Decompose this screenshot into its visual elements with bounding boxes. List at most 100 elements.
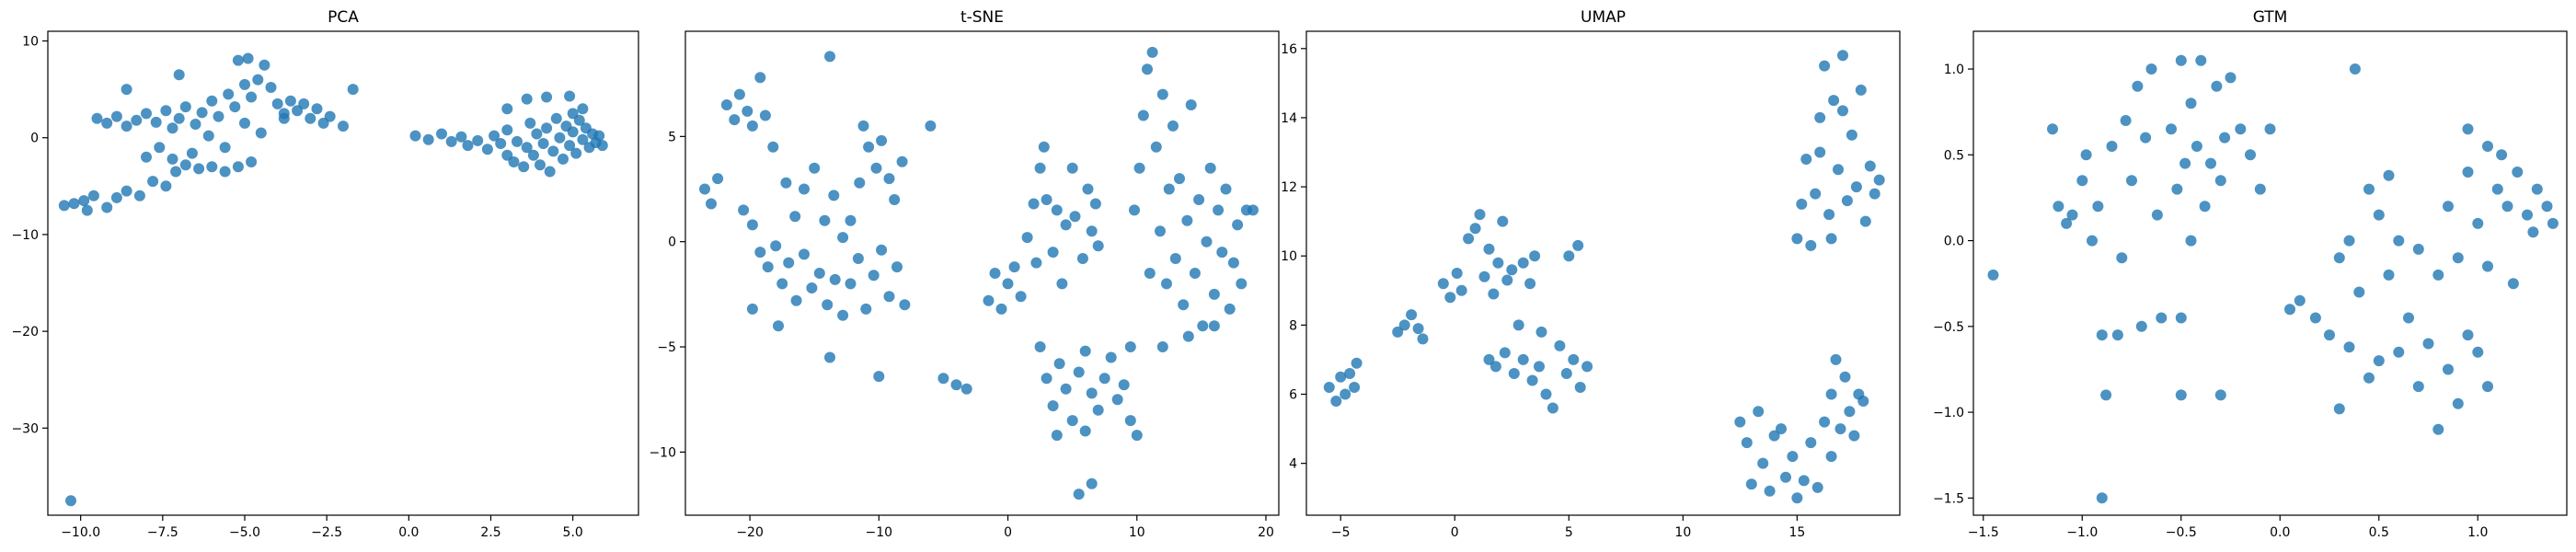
data-point xyxy=(1079,345,1091,357)
data-point xyxy=(1492,257,1504,269)
data-point xyxy=(489,130,500,142)
data-point xyxy=(501,124,513,136)
data-point xyxy=(1857,396,1869,407)
data-point xyxy=(780,177,792,189)
data-point xyxy=(1335,371,1347,383)
x-tick-label: 15 xyxy=(1788,525,1805,540)
data-point xyxy=(445,135,457,147)
data-point xyxy=(1437,278,1449,290)
data-point xyxy=(213,110,224,122)
data-point xyxy=(537,138,549,149)
x-tick-label: 5 xyxy=(1565,525,1573,540)
data-point xyxy=(1572,239,1584,251)
data-point xyxy=(246,156,258,167)
data-point xyxy=(742,105,753,117)
chart-title: t-SNE xyxy=(960,8,1004,27)
data-point xyxy=(255,127,267,139)
data-point xyxy=(347,84,359,96)
y-tick-label: −10 xyxy=(649,445,676,460)
data-point xyxy=(1819,416,1831,428)
data-point xyxy=(746,219,758,231)
data-point xyxy=(133,190,145,201)
y-tick-label: 6 xyxy=(1289,388,1297,403)
data-point xyxy=(1529,250,1541,262)
data-point xyxy=(989,268,1001,279)
data-point xyxy=(2522,209,2533,221)
data-point xyxy=(837,232,849,244)
data-point xyxy=(1174,173,1185,185)
data-point xyxy=(2363,372,2375,384)
data-point xyxy=(1073,489,1085,500)
plot-frame xyxy=(47,30,639,516)
data-point xyxy=(2195,54,2207,66)
data-point xyxy=(1082,183,1094,195)
data-point xyxy=(1015,291,1027,303)
y-tick-label: −1.5 xyxy=(1933,491,1964,506)
data-point xyxy=(762,261,774,273)
data-point xyxy=(899,299,911,311)
data-point xyxy=(524,117,536,129)
data-point xyxy=(789,211,801,223)
data-point xyxy=(1156,341,1168,352)
data-point xyxy=(1814,146,1826,158)
data-point xyxy=(960,383,972,395)
data-point xyxy=(1560,368,1572,379)
data-point xyxy=(541,91,553,103)
data-point xyxy=(121,84,132,96)
x-tick-label: −7.5 xyxy=(147,525,178,540)
data-point xyxy=(65,495,76,507)
data-point xyxy=(1581,361,1593,373)
data-point xyxy=(1092,404,1104,416)
data-point xyxy=(1850,181,1862,193)
data-point xyxy=(190,119,201,130)
data-point xyxy=(550,112,562,124)
data-point xyxy=(1185,99,1197,110)
data-point xyxy=(773,320,784,332)
data-point xyxy=(1216,247,1228,259)
data-point xyxy=(2527,226,2539,238)
data-point xyxy=(2343,341,2355,353)
data-point xyxy=(1189,268,1201,279)
y-tick-label: −10 xyxy=(11,228,39,243)
data-point xyxy=(1086,225,1098,237)
data-point xyxy=(712,173,724,185)
x-tick-label: 0.5 xyxy=(2369,525,2389,540)
data-point xyxy=(147,176,159,188)
data-point xyxy=(2179,157,2191,169)
data-point xyxy=(863,141,875,153)
data-point xyxy=(1150,141,1162,153)
y-tick-label: 4 xyxy=(1289,457,1297,472)
data-point xyxy=(699,183,710,195)
x-tick-label: 0.0 xyxy=(2270,525,2290,540)
x-tick-label: 1.0 xyxy=(2467,525,2488,540)
data-point xyxy=(2235,123,2247,135)
y-tick-label: 0 xyxy=(30,132,39,146)
data-point xyxy=(2452,252,2464,264)
data-point xyxy=(292,105,304,117)
data-point xyxy=(1734,416,1746,428)
data-point xyxy=(512,135,523,147)
data-point xyxy=(150,116,162,128)
scatter-points xyxy=(1987,54,2559,504)
data-point xyxy=(2491,183,2503,195)
data-point xyxy=(1155,225,1166,237)
x-tick-label: −5 xyxy=(1331,525,1351,540)
data-point xyxy=(305,112,316,124)
data-point xyxy=(1848,430,1860,442)
data-point xyxy=(2140,132,2152,144)
data-point xyxy=(1864,160,1876,172)
data-point xyxy=(160,105,172,117)
scatter-points xyxy=(58,52,608,507)
data-point xyxy=(868,270,880,282)
data-point xyxy=(1129,204,1140,216)
data-point xyxy=(58,200,70,212)
data-point xyxy=(2443,363,2454,375)
panel-gtm: GTM −1.5 −1.0 −0.5 0.0 0.5 1.0 1.0 0.5 0.0 −0.5 −1.… xyxy=(1933,8,2568,540)
data-point xyxy=(1455,284,1467,296)
chart-title: UMAP xyxy=(1581,8,1626,27)
data-point xyxy=(2175,389,2187,401)
data-point xyxy=(1524,278,1536,290)
data-point xyxy=(535,159,546,171)
data-point xyxy=(1002,278,1014,290)
data-point xyxy=(770,240,782,252)
